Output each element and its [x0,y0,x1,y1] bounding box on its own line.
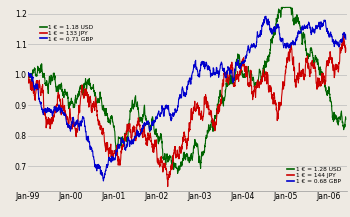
Legend: 1 € = 1.28 USD, 1 € = 144 JPY, 1 € = 0.68 GBP: 1 € = 1.28 USD, 1 € = 144 JPY, 1 € = 0.6… [285,164,344,186]
